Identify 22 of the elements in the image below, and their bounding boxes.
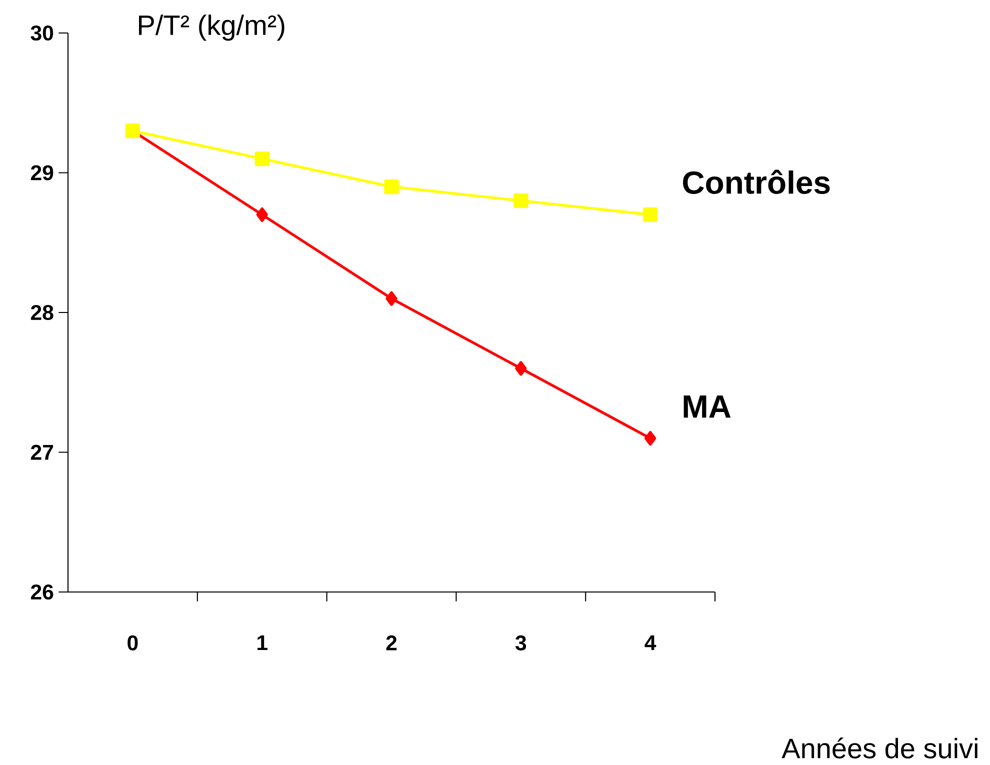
point [515,361,527,376]
series-label: Contrôles [682,170,830,194]
y-tick-label: 26 [30,584,54,600]
x-axis-title: Années de suivi [782,738,978,758]
x-tick-label: 4 [644,635,656,650]
x-tick-label: 2 [386,635,397,650]
y-axis-title: P/T² (kg/m²) [139,14,284,41]
point [644,430,656,446]
point [384,179,399,194]
x-tick-label: 3 [515,635,526,651]
point [514,193,528,208]
y-tick-label: 27 [30,444,54,460]
y-tick-label: 28 [30,304,54,320]
series-label: MA [684,396,731,418]
x-tick-label: 0 [128,635,138,650]
point [254,151,270,166]
point [642,207,658,222]
point [386,291,398,306]
y-tick-label: 29 [30,165,54,180]
x-tick-label: 1 [258,635,268,650]
point [256,207,268,222]
y-tick-label: 30 [30,25,54,41]
